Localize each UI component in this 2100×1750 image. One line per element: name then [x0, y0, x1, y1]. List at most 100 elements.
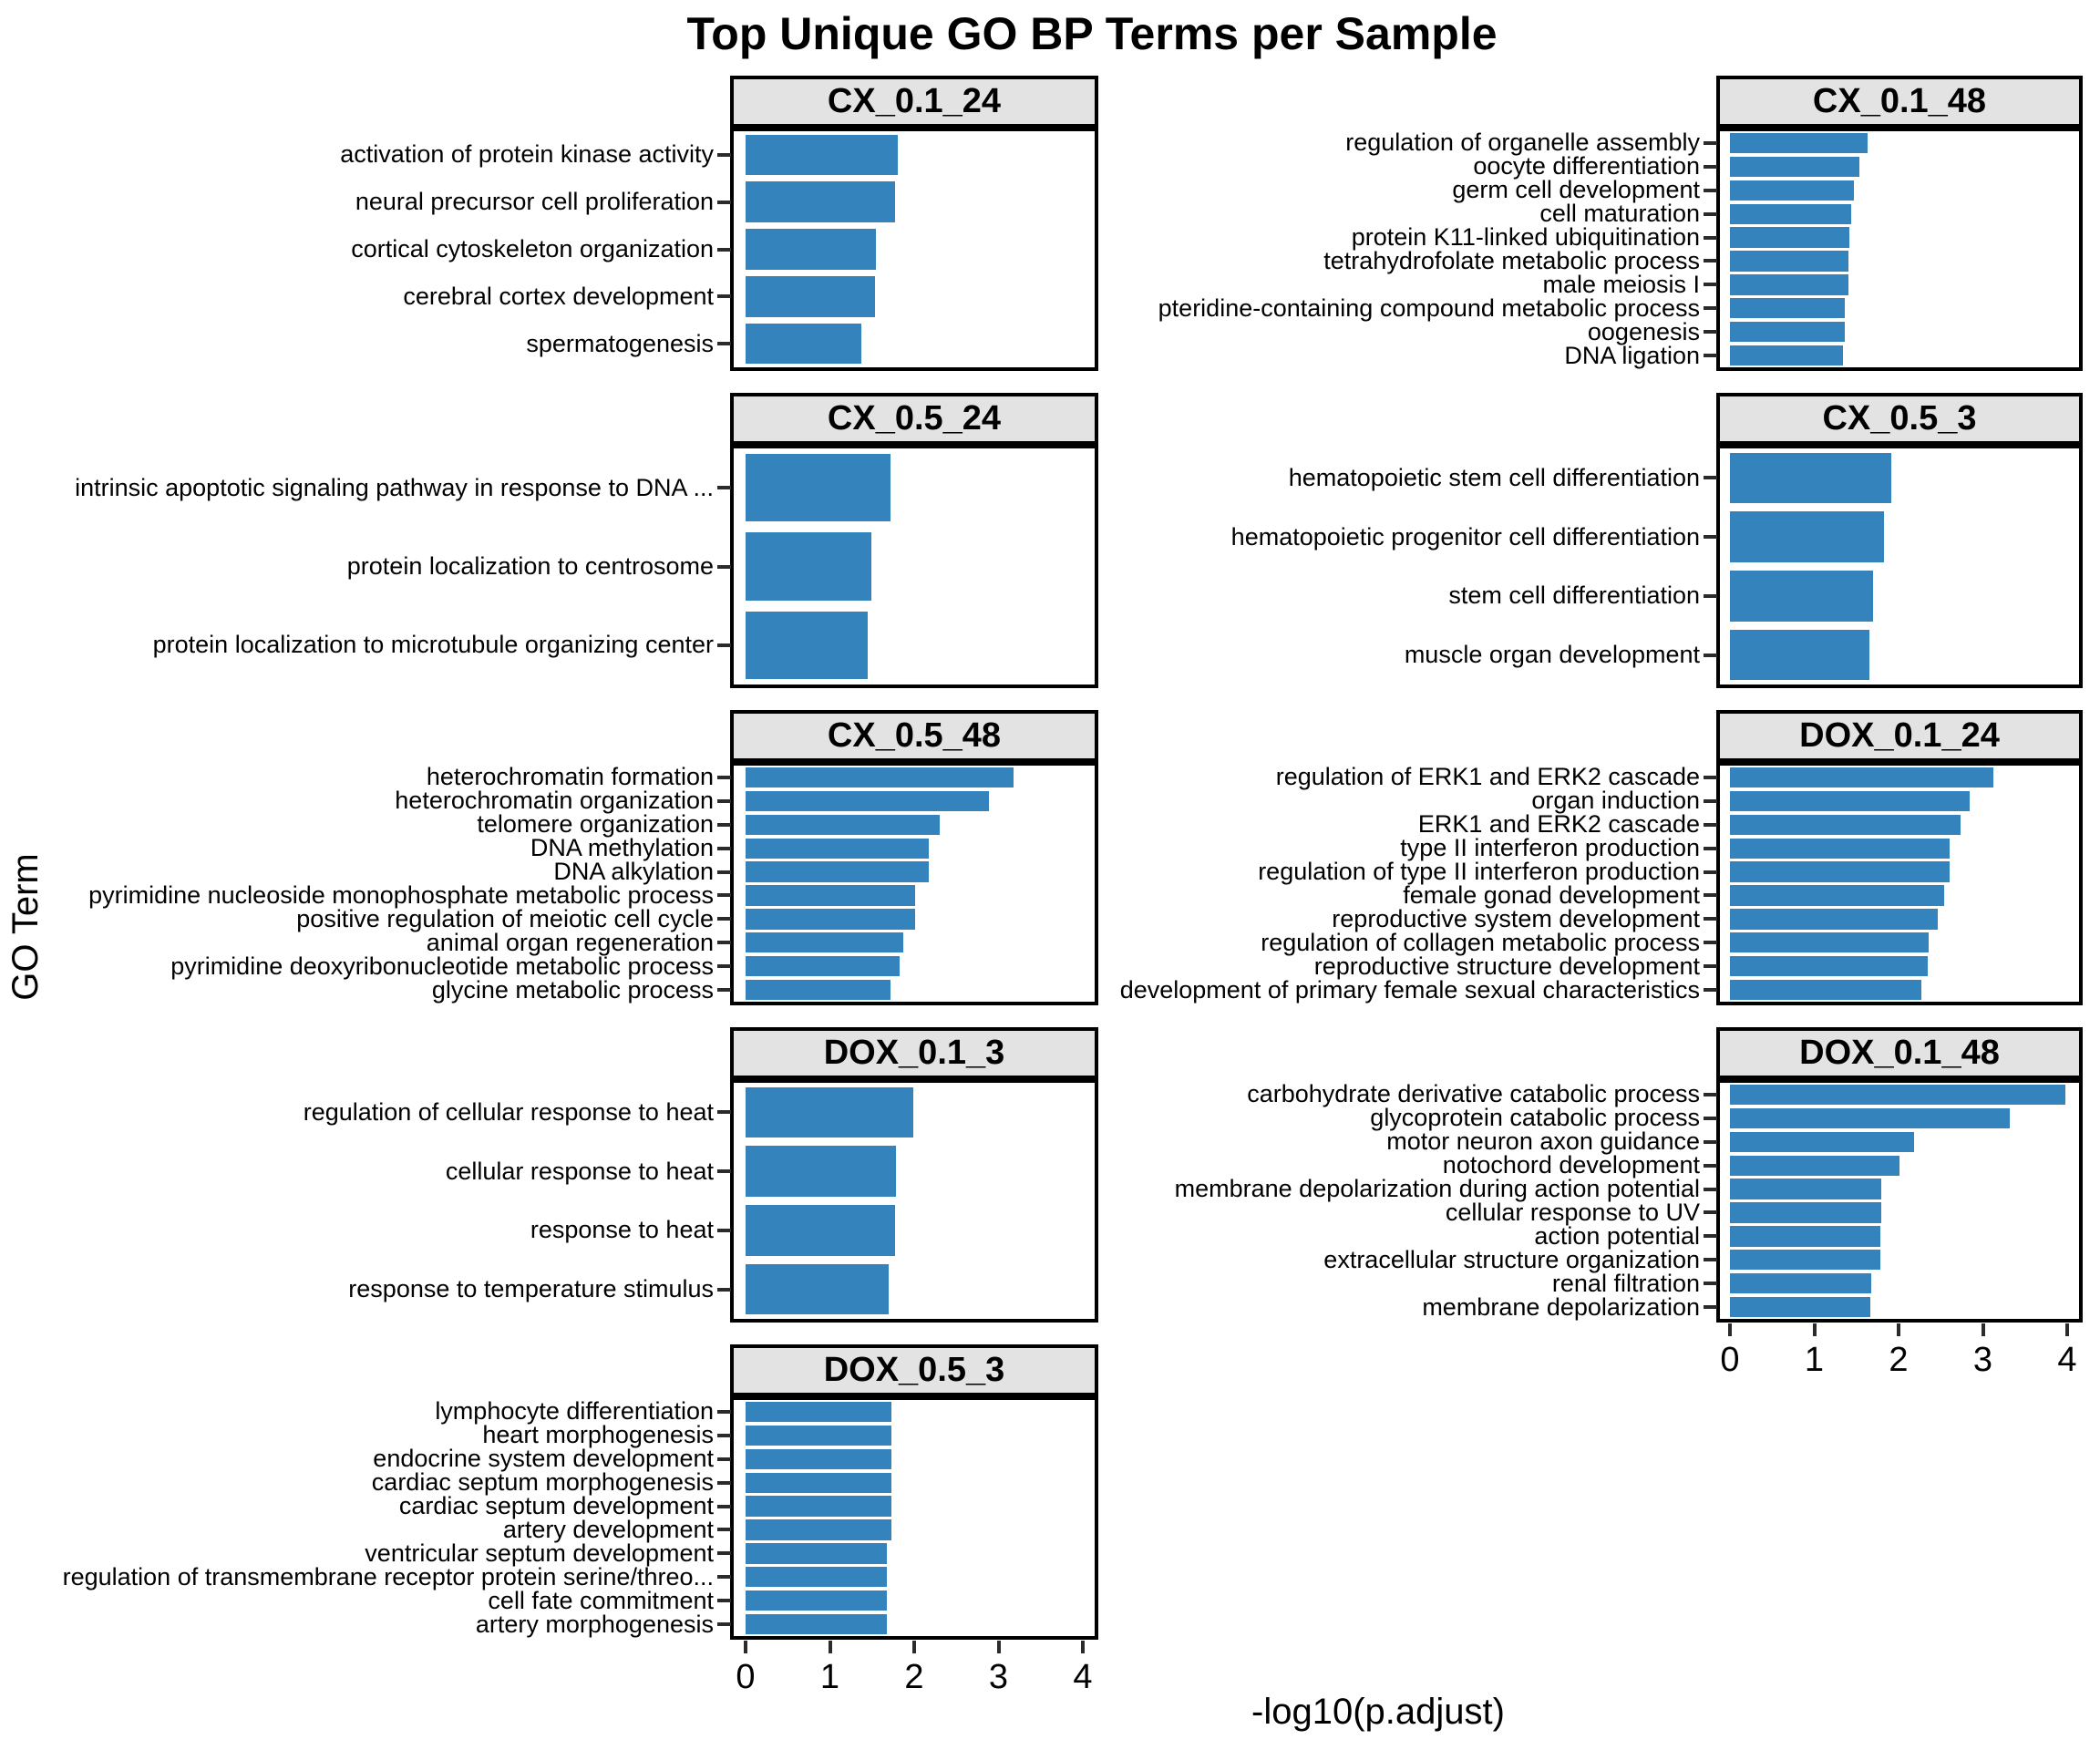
- term-label: artery development: [502, 1515, 714, 1543]
- bar: [1730, 790, 1970, 811]
- x-axis-tick-label: 3: [1972, 1341, 1993, 1379]
- bar-row: [734, 1589, 1095, 1612]
- y-axis-tick: [1704, 1139, 1717, 1144]
- bar: [746, 454, 891, 522]
- bar-row: [1720, 508, 2079, 567]
- bar: [746, 1543, 888, 1564]
- y-axis-tick: [717, 1433, 731, 1437]
- bar-row: [1720, 344, 2079, 367]
- term-label: regulation of cellular response to heat: [303, 1097, 714, 1126]
- term-label: response to temperature stimulus: [348, 1275, 714, 1303]
- y-axis-tick: [717, 1228, 731, 1232]
- term-label: ventricular septum development: [365, 1539, 714, 1567]
- bar-row: [1720, 954, 2079, 978]
- y-axis-tick: [1704, 1163, 1717, 1168]
- bar-row: [1720, 907, 2079, 931]
- term-label: motor neuron axon guidance: [1386, 1127, 1700, 1156]
- y-axis-tick: [717, 1551, 731, 1556]
- x-axis-tick: [2065, 1323, 2069, 1336]
- facet-panel-CX_0.5_24: [730, 445, 1098, 688]
- facet-panel-CX_0.5_3: [1716, 445, 2083, 688]
- y-axis-tick: [1704, 988, 1717, 993]
- y-axis-tick: [717, 1575, 731, 1580]
- bar: [1730, 274, 1848, 295]
- bar: [1730, 629, 1869, 681]
- term-label: cellular response to UV: [1445, 1198, 1700, 1226]
- y-axis-tick: [717, 643, 731, 647]
- y-axis-tick: [717, 247, 731, 252]
- y-axis-tick: [717, 775, 731, 779]
- bar: [1730, 322, 1845, 343]
- term-label: protein localization to centrosome: [346, 551, 714, 580]
- bar: [746, 932, 903, 953]
- bar: [746, 1263, 890, 1315]
- y-axis-tick: [1704, 822, 1717, 827]
- term-label: oocyte differentiation: [1473, 152, 1700, 180]
- bar: [746, 861, 929, 882]
- y-axis-tick: [1704, 1305, 1717, 1310]
- bar-row: [1720, 1271, 2079, 1295]
- y-axis-tick: [1704, 354, 1717, 358]
- bar-row: [734, 1424, 1095, 1447]
- y-axis-tick: [717, 1169, 731, 1174]
- term-label: renal filtration: [1551, 1269, 1700, 1297]
- y-axis-tick: [1704, 941, 1717, 945]
- bar-row: [1720, 1154, 2079, 1178]
- bar: [746, 1205, 895, 1256]
- bar-row: [1720, 155, 2079, 179]
- y-axis-tick: [717, 564, 731, 569]
- facet-title: DOX_0.1_24: [1799, 716, 2000, 755]
- facet-title: CX_0.5_48: [827, 716, 1002, 755]
- bar-row: [734, 1518, 1095, 1542]
- term-label: endocrine system development: [373, 1445, 714, 1473]
- term-label: heterochromatin organization: [395, 787, 714, 815]
- term-label: cell maturation: [1539, 200, 1700, 228]
- term-label: tetrahydrofolate metabolic process: [1323, 246, 1700, 274]
- term-label: glycoprotein catabolic process: [1370, 1104, 1700, 1132]
- bar-row: [734, 1612, 1095, 1636]
- term-label: male meiosis I: [1542, 270, 1700, 298]
- term-label: cortical cytoskeleton organization: [351, 234, 714, 262]
- y-axis-tick: [1704, 140, 1717, 145]
- term-label: organ induction: [1531, 787, 1700, 815]
- term-label: membrane depolarization during action po…: [1174, 1175, 1700, 1203]
- bar: [1730, 932, 1930, 953]
- bar: [746, 181, 895, 222]
- bar-row: [734, 226, 1095, 273]
- facet-panel-DOX_0.1_24: [1716, 762, 2083, 1005]
- y-axis-tick: [717, 1457, 731, 1461]
- bar-row: [1720, 567, 2079, 626]
- facet-panel-CX_0.1_24: [730, 128, 1098, 371]
- y-axis-tick: [717, 486, 731, 490]
- term-label: germ cell development: [1452, 176, 1700, 204]
- bar: [1730, 180, 1854, 201]
- y-axis-tick: [1704, 846, 1717, 850]
- bar: [746, 1472, 892, 1493]
- term-label: cellular response to heat: [445, 1157, 714, 1185]
- bar-row: [734, 1201, 1095, 1261]
- term-label: hematopoietic progenitor cell differenti…: [1230, 522, 1700, 551]
- bar-row: [734, 931, 1095, 954]
- bar-row: [734, 837, 1095, 860]
- bar-row: [734, 320, 1095, 367]
- bar-row: [734, 860, 1095, 884]
- bar-row: [1720, 884, 2079, 908]
- term-label: spermatogenesis: [526, 329, 714, 357]
- bar-row: [734, 1083, 1095, 1142]
- term-label: regulation of transmembrane receptor pro…: [62, 1562, 714, 1590]
- term-label: glycine metabolic process: [431, 975, 714, 1004]
- y-axis-tick: [1704, 775, 1717, 779]
- bar: [1730, 511, 1885, 562]
- bar-row: [734, 954, 1095, 978]
- facet-header-DOX_0.5_3: DOX_0.5_3: [730, 1344, 1098, 1396]
- x-axis-tick: [912, 1641, 916, 1653]
- bar-row: [734, 766, 1095, 789]
- bar-row: [1720, 1295, 2079, 1319]
- bar-row: [1720, 1248, 2079, 1271]
- y-axis-tick: [1704, 1234, 1717, 1239]
- bar: [1730, 345, 1843, 366]
- term-label: artery morphogenesis: [475, 1610, 714, 1638]
- bar: [746, 1146, 896, 1197]
- bar: [746, 979, 891, 1001]
- bar: [746, 1590, 888, 1611]
